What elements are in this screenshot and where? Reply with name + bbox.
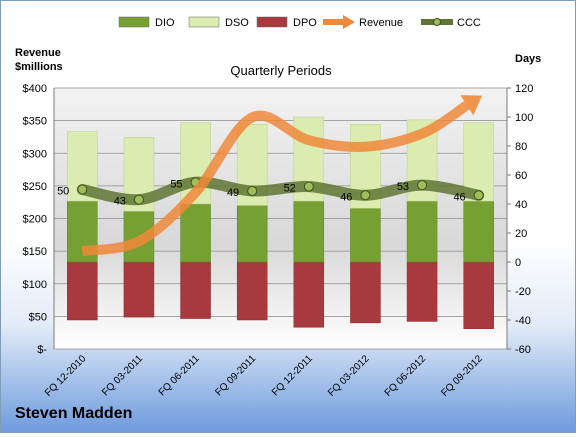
right-tick-label: -40 bbox=[515, 315, 531, 327]
bar-dio bbox=[350, 208, 381, 263]
right-axis-title: Days bbox=[515, 53, 542, 65]
bar-dio bbox=[180, 203, 211, 263]
category-label: FQ 12-2010 bbox=[43, 353, 89, 399]
left-axis-title-line2: $millions bbox=[15, 61, 63, 73]
right-tick-label: 60 bbox=[515, 170, 527, 182]
left-tick-label: $150 bbox=[23, 246, 47, 258]
right-tick-label: -20 bbox=[515, 286, 531, 298]
left-tick-label: $350 bbox=[23, 116, 47, 128]
bar-dpo bbox=[463, 261, 494, 329]
right-tick-label: 0 bbox=[515, 257, 521, 269]
ccc-marker bbox=[77, 184, 88, 195]
category-label: FQ 09-2012 bbox=[439, 353, 485, 399]
legend-label-dso: DSO bbox=[225, 17, 249, 29]
bar-dpo bbox=[67, 261, 98, 321]
bar-dio bbox=[236, 205, 268, 263]
ccc-marker bbox=[247, 185, 258, 196]
right-tick-label: 20 bbox=[515, 228, 527, 240]
left-axis-title: Revenue $millions bbox=[15, 46, 63, 74]
left-tick-label: $200 bbox=[23, 214, 47, 226]
ccc-data-label: 55 bbox=[170, 178, 182, 190]
bar-dpo bbox=[350, 261, 381, 324]
left-tick-label: $- bbox=[37, 344, 47, 356]
legend-label-dpo: DPO bbox=[293, 17, 317, 29]
ccc-data-label: 49 bbox=[227, 187, 239, 199]
left-tick-label: $300 bbox=[23, 148, 47, 160]
revenue-arrowhead bbox=[460, 95, 483, 116]
legend-label-ccc: CCC bbox=[457, 17, 481, 29]
legend-arrow-revenue bbox=[343, 15, 355, 29]
ccc-data-label: 46 bbox=[453, 191, 465, 203]
right-tick-label: 120 bbox=[515, 83, 533, 95]
right-tick-label: -60 bbox=[515, 344, 531, 356]
category-label: FQ 03-2011 bbox=[100, 353, 145, 398]
bar-dpo bbox=[180, 261, 211, 319]
ccc-data-label: 52 bbox=[284, 183, 296, 195]
right-tick-label: 100 bbox=[515, 112, 533, 124]
ccc-marker bbox=[417, 180, 428, 191]
left-tick-label: $400 bbox=[23, 83, 47, 95]
bar-dio bbox=[406, 200, 438, 263]
bar-dpo bbox=[123, 261, 155, 318]
right-tick-label: 80 bbox=[515, 141, 527, 153]
ccc-marker bbox=[133, 194, 144, 205]
ccc-data-label: 50 bbox=[57, 186, 69, 198]
legend-swatch-dso bbox=[188, 16, 220, 28]
right-tick-label: 40 bbox=[515, 199, 527, 211]
bar-dio bbox=[293, 200, 325, 263]
bar-dpo bbox=[236, 261, 268, 321]
bar-dpo bbox=[293, 261, 325, 328]
ccc-data-label: 43 bbox=[114, 196, 126, 208]
category-label: FQ 06-2012 bbox=[383, 353, 429, 399]
legend-label-dio: DIO bbox=[155, 17, 175, 29]
company-name: Steven Madden bbox=[15, 405, 133, 422]
category-label: FQ 06-2011 bbox=[157, 353, 202, 398]
bar-dpo bbox=[406, 261, 438, 322]
ccc-marker bbox=[473, 190, 484, 201]
chart-title: Quarterly Periods bbox=[230, 63, 332, 78]
legend-swatch-dpo bbox=[256, 16, 288, 28]
legend-swatch-dio bbox=[118, 16, 150, 28]
category-label: FQ 09-2011 bbox=[213, 353, 258, 398]
ccc-marker bbox=[303, 181, 314, 192]
bar-dio bbox=[463, 200, 494, 263]
left-tick-label: $250 bbox=[23, 181, 47, 193]
ccc-data-label: 46 bbox=[340, 191, 352, 203]
revenue-line bbox=[81, 101, 470, 257]
ccc-marker bbox=[360, 190, 371, 201]
ccc-data-label: 53 bbox=[397, 181, 409, 193]
legend-label-revenue: Revenue bbox=[359, 17, 403, 29]
category-label: FQ 12-2011 bbox=[270, 353, 315, 398]
left-tick-label: $50 bbox=[29, 311, 47, 323]
legend-marker-ccc bbox=[433, 18, 441, 26]
category-label: FQ 03-2012 bbox=[326, 353, 372, 399]
left-axis-title-line1: Revenue bbox=[15, 47, 61, 59]
left-tick-label: $100 bbox=[23, 279, 47, 291]
